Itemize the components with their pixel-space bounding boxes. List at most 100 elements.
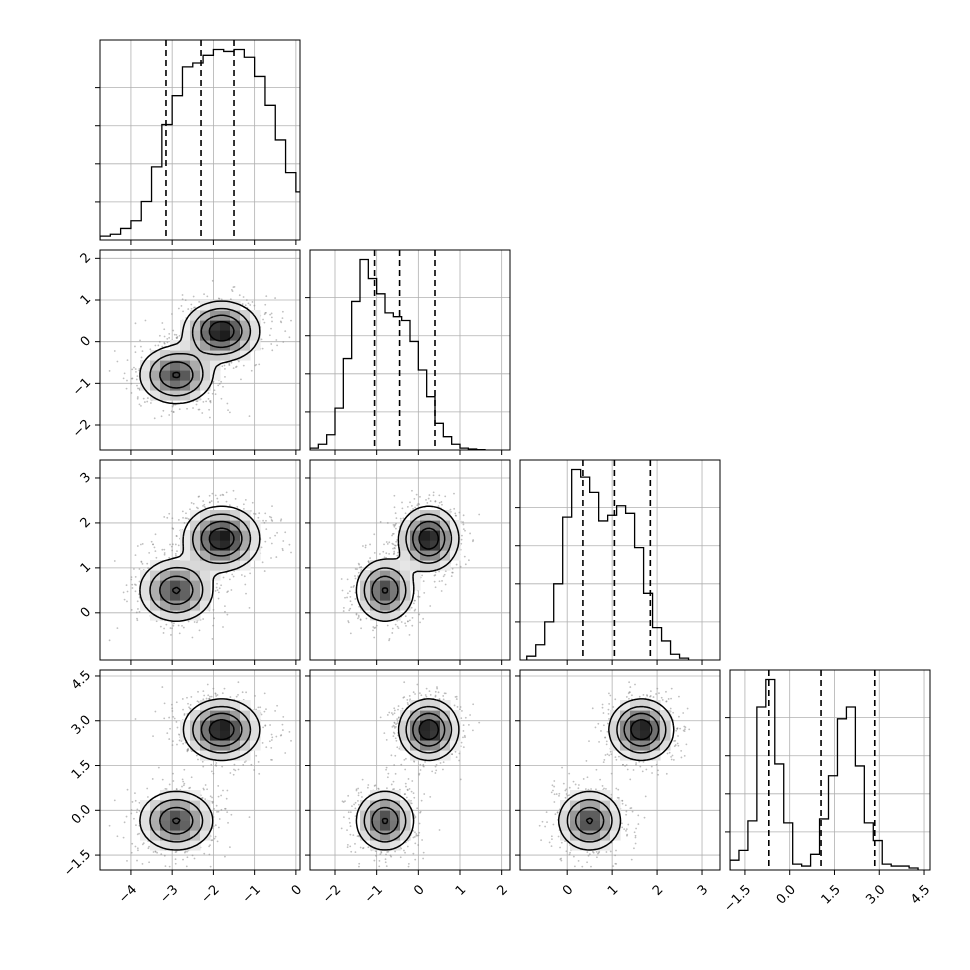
density-cell — [200, 540, 211, 551]
density-cell — [170, 350, 181, 361]
scatter-point — [216, 694, 219, 696]
scatter-point — [615, 849, 617, 852]
scatter-point — [454, 696, 457, 698]
scatter-point — [609, 750, 612, 753]
scatter-point — [235, 366, 237, 369]
scatter-point — [166, 732, 169, 735]
scatter-point — [169, 543, 171, 546]
scatter-point — [392, 524, 395, 526]
scatter-point — [122, 836, 125, 839]
scatter-point — [238, 294, 241, 297]
density-cell — [200, 800, 211, 811]
scatter-point — [624, 764, 626, 767]
scatter-point — [417, 844, 420, 846]
density-cell — [180, 590, 191, 601]
scatter-point — [605, 851, 608, 853]
density-cell — [600, 820, 611, 831]
density-cell — [650, 710, 661, 721]
scatter-point — [263, 313, 266, 316]
contour-level-1 — [566, 705, 667, 843]
scatter-point — [379, 716, 382, 719]
scatter-point — [136, 617, 138, 620]
contour-level-2 — [159, 712, 243, 835]
scatter-point — [143, 401, 146, 403]
scatter-point — [263, 692, 266, 695]
density-cell — [180, 830, 191, 841]
density-cell — [220, 510, 231, 521]
x-tick-label: 4.5 — [908, 882, 933, 907]
scatter-point — [463, 734, 466, 737]
scatter-point — [211, 392, 214, 395]
panel-frame — [729, 669, 931, 871]
scatter-point — [597, 851, 600, 854]
scatter-point — [411, 504, 413, 507]
scatter-point — [416, 834, 419, 837]
scatter-point — [403, 681, 406, 684]
scatter-point — [274, 710, 277, 712]
scatter-point — [625, 810, 628, 813]
scatter-point — [214, 835, 217, 838]
scatter-point — [137, 849, 139, 852]
scatter-point — [230, 289, 233, 291]
scatter-point — [202, 690, 205, 693]
density-cell — [420, 560, 431, 571]
scatter-point — [175, 534, 178, 537]
y-tick-label: 0 — [78, 605, 94, 621]
scatter-point — [423, 793, 426, 795]
scatter-point — [668, 751, 671, 754]
scatter-point — [187, 518, 190, 520]
x-tick-label: 0 — [560, 882, 576, 898]
scatter-point — [453, 507, 456, 510]
x-tick-label: 0.0 — [774, 882, 799, 907]
density-cell — [230, 700, 241, 711]
density-cell — [440, 710, 451, 721]
scatter-point — [686, 707, 689, 710]
scatter-point — [386, 624, 389, 627]
scatter-point — [182, 310, 184, 313]
density-cell — [590, 820, 601, 831]
scatter-point — [264, 540, 267, 543]
scatter-point — [380, 851, 383, 854]
density-cell — [400, 730, 411, 741]
scatter-point — [392, 780, 395, 783]
scatter-point — [168, 738, 171, 740]
scatter-point — [214, 590, 217, 592]
scatter-point — [203, 694, 206, 697]
scatter-point — [616, 796, 619, 799]
scatter-point — [274, 534, 277, 537]
scatter-point — [125, 584, 128, 587]
scatter-point — [131, 587, 134, 589]
density-cell — [580, 820, 591, 831]
scatter-point — [383, 732, 386, 734]
density-cell — [160, 610, 171, 621]
panel-content — [100, 460, 300, 660]
density-cell — [170, 610, 181, 621]
scatter-point — [595, 768, 598, 771]
scatter-point — [604, 736, 607, 739]
scatter-point — [288, 543, 291, 546]
density-cell — [370, 840, 381, 851]
scatter-point — [373, 636, 376, 639]
scatter-point — [217, 384, 220, 387]
density-cell — [620, 740, 631, 751]
scatter-point — [174, 862, 177, 865]
scatter-point — [600, 730, 602, 732]
scatter-point — [392, 553, 395, 556]
scatter-point — [680, 756, 683, 759]
scatter-point — [138, 832, 141, 835]
y-tick-label: 1 — [78, 292, 94, 308]
scatter-point — [197, 495, 200, 498]
density-cell — [410, 560, 421, 571]
scatter-point — [218, 818, 221, 820]
scatter-point — [208, 408, 211, 411]
scatter-point — [213, 389, 216, 392]
scatter-point — [205, 400, 208, 403]
scatter-point — [410, 790, 413, 793]
scatter-point — [393, 709, 396, 712]
scatter-point — [155, 556, 158, 559]
density-cell — [180, 530, 191, 541]
scatter-point — [182, 858, 184, 861]
scatter-point — [154, 550, 157, 553]
scatter-point — [146, 787, 149, 790]
scatter-point — [437, 691, 440, 694]
